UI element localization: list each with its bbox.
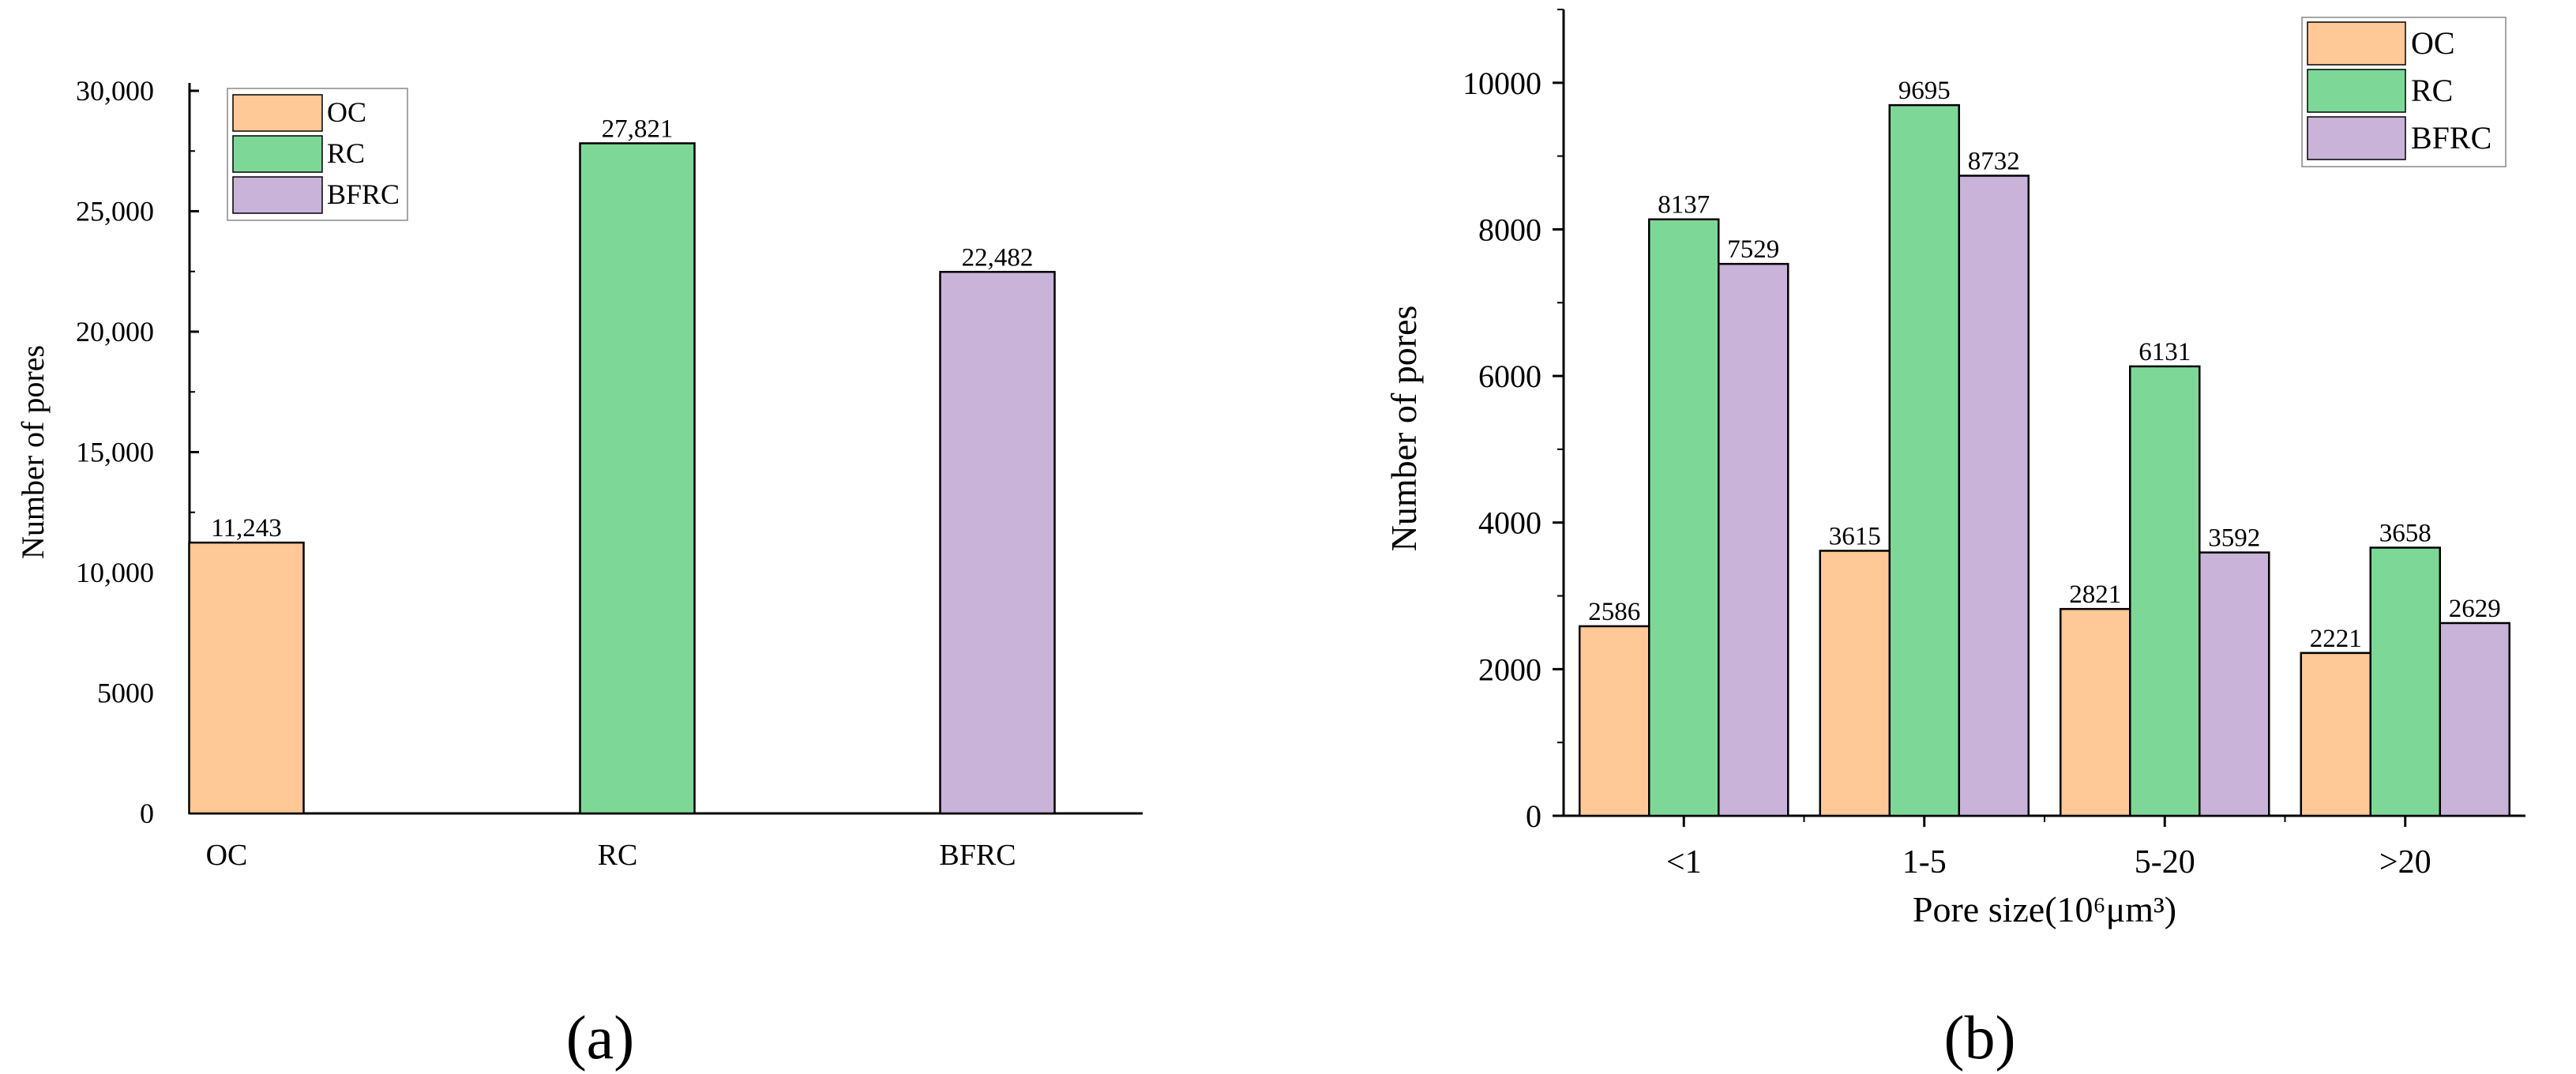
legend-label: OC: [2411, 25, 2455, 61]
data-label: 3592: [2208, 524, 2260, 553]
legend-label: BFRC: [2411, 120, 2492, 156]
y-axis-title: Number of pores: [1384, 306, 1424, 552]
legend-label: OC: [327, 96, 366, 128]
data-label: 3658: [2379, 519, 2431, 547]
data-label: 7529: [1727, 235, 1779, 264]
legend-swatch: [2307, 116, 2406, 160]
chart-panel-b: 0 2000 4000 6000 8000 10000 Number of pores Por…: [1384, 9, 2525, 929]
x-tick-label: <1: [1666, 844, 1702, 881]
legend-swatch: [232, 94, 323, 132]
legend-label: RC: [2411, 73, 2453, 108]
chart-panel-a: 0 5000 10,000 15,000 20,000 25,000 30,000 Numbe…: [15, 75, 1143, 872]
y-tick-label: 10000: [1463, 66, 1541, 101]
x-tick-label: BFRC: [939, 839, 1016, 872]
data-label: 2221: [2310, 625, 2362, 653]
panel-a-caption: (a): [566, 1003, 635, 1072]
x-axis-title: Pore size(10⁶μm³): [1913, 889, 2176, 929]
bar: [1718, 262, 1789, 817]
y-tick-label: 0: [1526, 798, 1541, 834]
bar: [1579, 625, 1650, 817]
data-label: 3615: [1829, 522, 1881, 550]
bar: [2300, 652, 2371, 817]
legend-swatch: [232, 176, 323, 214]
data-label: 2821: [2069, 580, 2121, 609]
bar: [2439, 621, 2510, 817]
panel-b-caption: (b): [1944, 1003, 2016, 1072]
x-tick-label: >20: [2379, 844, 2431, 881]
data-label: 2586: [1588, 598, 1640, 626]
y-tick-label: 8000: [1478, 212, 1541, 247]
legend-swatch: [2307, 69, 2406, 113]
x-tick-label: OC: [206, 839, 248, 872]
bar: [2199, 551, 2270, 817]
y-tick-label: 4000: [1478, 505, 1541, 541]
bar: [1648, 218, 1720, 817]
data-label: 6131: [2139, 338, 2191, 366]
y-tick-label: 30,000: [76, 75, 154, 107]
bar: [2369, 546, 2441, 817]
data-label: 27,821: [602, 115, 674, 143]
y-tick-label: 20,000: [76, 316, 154, 347]
legend: OC RC BFRC: [227, 88, 408, 221]
y-tick-label: 5000: [97, 678, 154, 709]
data-label: 8137: [1658, 191, 1710, 220]
y-tick-label: 6000: [1478, 359, 1541, 394]
bar: [1958, 175, 2030, 817]
bar: [188, 541, 305, 815]
bar: [939, 271, 1056, 815]
bar: [579, 142, 696, 815]
legend-label: RC: [327, 137, 365, 169]
data-label: 22,482: [962, 243, 1034, 272]
legend-swatch: [2307, 21, 2406, 66]
bar: [1888, 103, 1960, 817]
x-tick-label: 1-5: [1902, 844, 1947, 881]
x-tick-label: RC: [598, 839, 638, 872]
data-label: 11,243: [211, 514, 282, 543]
legend-swatch: [232, 135, 323, 173]
data-label: 2629: [2449, 595, 2501, 623]
bar: [2129, 365, 2201, 817]
y-tick-label: 10,000: [76, 557, 154, 588]
data-label: 9695: [1898, 77, 1951, 105]
y-tick-label: 25,000: [76, 196, 154, 227]
bar: [2060, 607, 2131, 817]
y-axis-title: Number of pores: [15, 345, 51, 559]
legend-label: BFRC: [327, 178, 400, 210]
bar: [1819, 550, 1891, 817]
y-tick-label: 2000: [1478, 652, 1541, 687]
data-label: 8732: [1968, 148, 2020, 176]
x-tick-label: 5-20: [2135, 844, 2195, 881]
y-tick-label: 0: [140, 798, 154, 829]
legend: OC RC BFRC: [2301, 17, 2507, 167]
y-tick-label: 15,000: [76, 437, 154, 468]
